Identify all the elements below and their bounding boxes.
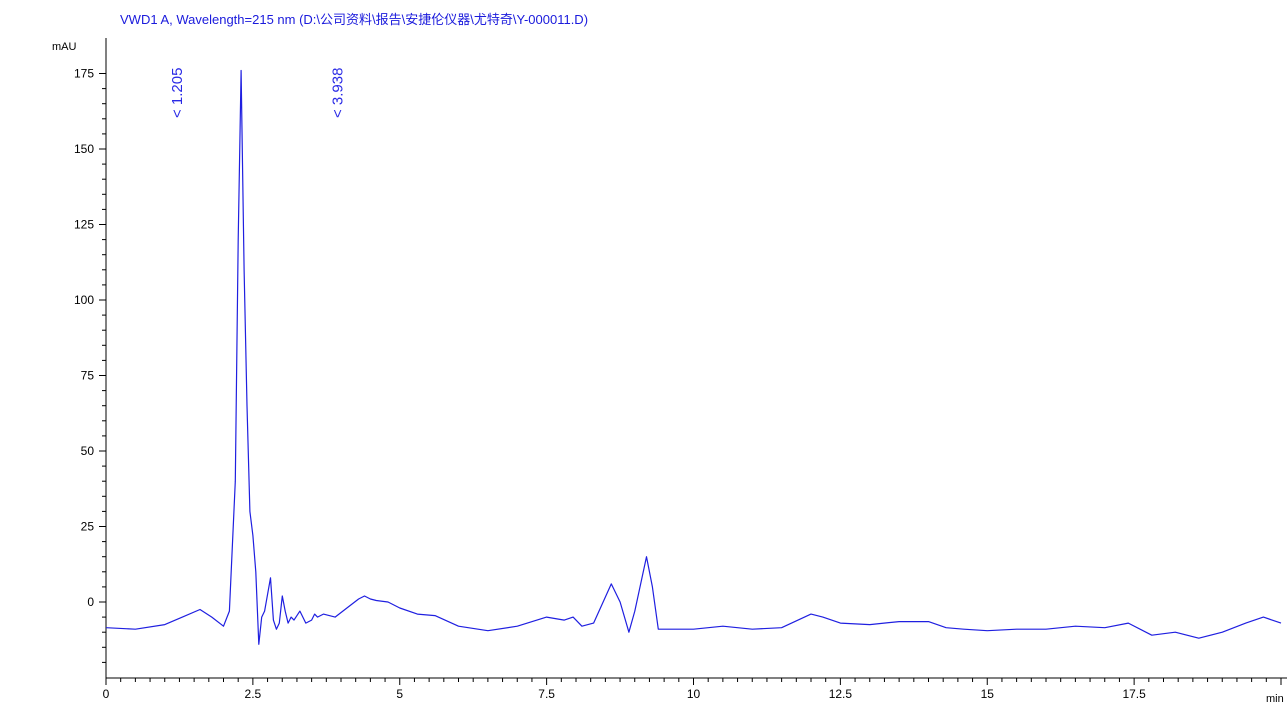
chart-title: VWD1 A, Wavelength=215 nm (D:\公司资料\报告\安捷…	[120, 12, 588, 27]
peak-annotation-label: < 1.205	[169, 68, 186, 118]
x-axis-ticks: 0 2.5 5 7.5 10 12.5 15 17.5	[103, 678, 1282, 701]
peak-annotation-label: < 3.938	[329, 68, 346, 118]
x-tick-label: 7.5	[538, 687, 555, 701]
y-tick-label: 125	[74, 218, 94, 232]
x-axis-unit-label: min	[1266, 693, 1284, 705]
y-tick-label: 25	[81, 520, 95, 534]
x-tick-label: 10	[687, 687, 701, 701]
x-tick-label: 2.5	[245, 687, 262, 701]
x-tick-label: 5	[396, 687, 403, 701]
y-tick-label: 0	[87, 595, 94, 609]
peak-annotations: < 1.205 < 3.938	[169, 68, 347, 118]
x-tick-label: 17.5	[1122, 687, 1146, 701]
y-axis-unit-label: mAU	[52, 41, 77, 53]
y-axis-ticks: 0 25 50 75 100 125 150 175	[74, 67, 106, 663]
x-tick-label: 15	[981, 687, 995, 701]
signal-trace	[105, 69, 1282, 645]
y-tick-label: 75	[81, 369, 95, 383]
y-tick-label: 175	[74, 67, 94, 81]
y-tick-label: 150	[74, 142, 94, 156]
x-tick-label: 12.5	[829, 687, 853, 701]
x-tick-label: 0	[103, 687, 110, 701]
y-tick-label: 100	[74, 293, 94, 307]
y-tick-label: 50	[81, 444, 95, 458]
